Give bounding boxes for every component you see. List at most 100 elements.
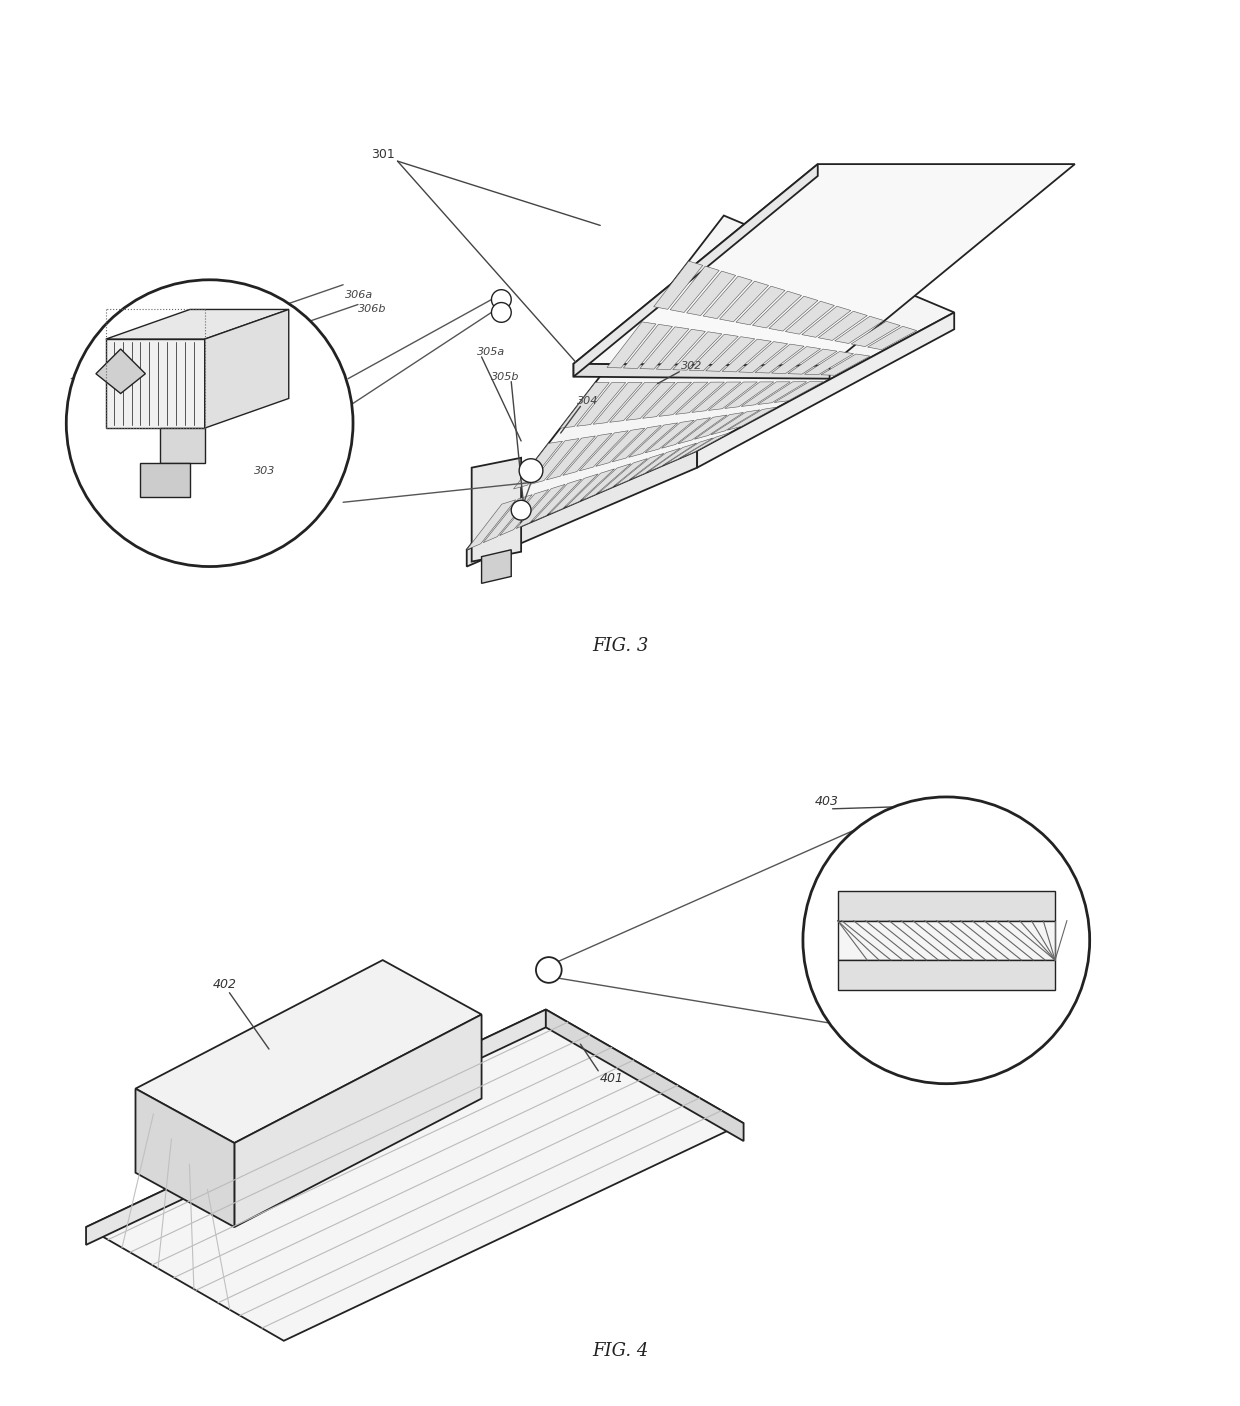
Polygon shape xyxy=(565,468,615,508)
Polygon shape xyxy=(758,381,807,405)
Polygon shape xyxy=(769,297,818,330)
Circle shape xyxy=(511,501,531,520)
Polygon shape xyxy=(135,1088,234,1227)
Text: 401: 401 xyxy=(600,1073,624,1085)
Polygon shape xyxy=(626,382,675,420)
Polygon shape xyxy=(234,1015,481,1227)
Polygon shape xyxy=(160,427,205,463)
Polygon shape xyxy=(722,339,771,371)
Polygon shape xyxy=(821,354,870,375)
Polygon shape xyxy=(703,276,753,319)
Polygon shape xyxy=(606,322,656,368)
Polygon shape xyxy=(697,312,955,468)
Polygon shape xyxy=(466,499,516,550)
Polygon shape xyxy=(665,437,713,465)
Polygon shape xyxy=(466,451,697,567)
Polygon shape xyxy=(676,382,724,415)
Polygon shape xyxy=(466,215,955,550)
Polygon shape xyxy=(647,443,697,472)
Text: 304: 304 xyxy=(577,396,598,406)
Polygon shape xyxy=(105,339,205,427)
Polygon shape xyxy=(868,326,916,350)
Polygon shape xyxy=(471,458,521,561)
Circle shape xyxy=(491,302,511,322)
Polygon shape xyxy=(692,382,742,412)
Polygon shape xyxy=(595,427,645,467)
Polygon shape xyxy=(640,326,689,368)
Polygon shape xyxy=(771,347,821,374)
Polygon shape xyxy=(610,382,658,422)
Polygon shape xyxy=(725,382,774,408)
Polygon shape xyxy=(711,409,760,434)
Text: 306b: 306b xyxy=(358,305,387,315)
Polygon shape xyxy=(689,335,738,371)
Polygon shape xyxy=(785,301,835,335)
Polygon shape xyxy=(678,415,727,444)
Polygon shape xyxy=(642,382,692,419)
Polygon shape xyxy=(706,336,755,371)
Polygon shape xyxy=(624,325,672,368)
Polygon shape xyxy=(851,322,900,347)
Polygon shape xyxy=(728,408,776,430)
Polygon shape xyxy=(673,332,722,370)
Polygon shape xyxy=(687,271,735,315)
Text: 302: 302 xyxy=(681,361,703,371)
Polygon shape xyxy=(205,309,289,427)
Polygon shape xyxy=(818,311,867,340)
Polygon shape xyxy=(95,349,145,394)
Polygon shape xyxy=(529,439,579,485)
Polygon shape xyxy=(645,420,694,453)
Polygon shape xyxy=(774,381,823,402)
Polygon shape xyxy=(631,449,681,479)
Polygon shape xyxy=(86,1010,546,1244)
Polygon shape xyxy=(516,484,565,529)
Text: 303: 303 xyxy=(254,465,275,475)
Polygon shape xyxy=(670,266,719,312)
Polygon shape xyxy=(579,430,629,471)
Polygon shape xyxy=(656,329,706,370)
Text: FIG. 4: FIG. 4 xyxy=(591,1341,649,1360)
Polygon shape xyxy=(582,464,631,501)
Polygon shape xyxy=(737,287,785,325)
Polygon shape xyxy=(86,1010,744,1341)
Polygon shape xyxy=(613,426,661,461)
Polygon shape xyxy=(593,382,642,425)
Polygon shape xyxy=(560,382,609,429)
Polygon shape xyxy=(719,281,769,322)
Polygon shape xyxy=(739,342,787,373)
Polygon shape xyxy=(615,453,663,486)
Circle shape xyxy=(536,957,562,983)
Polygon shape xyxy=(708,382,758,411)
Polygon shape xyxy=(547,436,595,479)
Polygon shape xyxy=(105,309,289,339)
Polygon shape xyxy=(574,165,1075,366)
Polygon shape xyxy=(574,165,817,377)
Polygon shape xyxy=(629,423,678,457)
Polygon shape xyxy=(484,495,532,543)
Polygon shape xyxy=(513,441,563,489)
Polygon shape xyxy=(835,316,884,343)
Polygon shape xyxy=(662,418,711,449)
Polygon shape xyxy=(481,550,511,583)
Text: 305b: 305b xyxy=(491,371,520,381)
Polygon shape xyxy=(563,433,611,475)
Polygon shape xyxy=(599,458,647,494)
Text: 402: 402 xyxy=(212,979,237,991)
Polygon shape xyxy=(681,433,729,458)
Polygon shape xyxy=(532,479,582,522)
Text: 301: 301 xyxy=(371,148,394,160)
Polygon shape xyxy=(805,352,853,374)
Circle shape xyxy=(520,458,543,482)
Circle shape xyxy=(66,280,353,567)
Text: 403: 403 xyxy=(815,796,838,808)
Text: FIG. 3: FIG. 3 xyxy=(591,637,649,655)
Polygon shape xyxy=(837,921,1055,960)
Text: 305a: 305a xyxy=(476,347,505,357)
Polygon shape xyxy=(546,1010,744,1142)
Polygon shape xyxy=(694,412,744,439)
Polygon shape xyxy=(837,960,1055,990)
Polygon shape xyxy=(658,382,708,416)
Circle shape xyxy=(491,290,511,309)
Polygon shape xyxy=(787,349,837,374)
Circle shape xyxy=(804,797,1090,1084)
